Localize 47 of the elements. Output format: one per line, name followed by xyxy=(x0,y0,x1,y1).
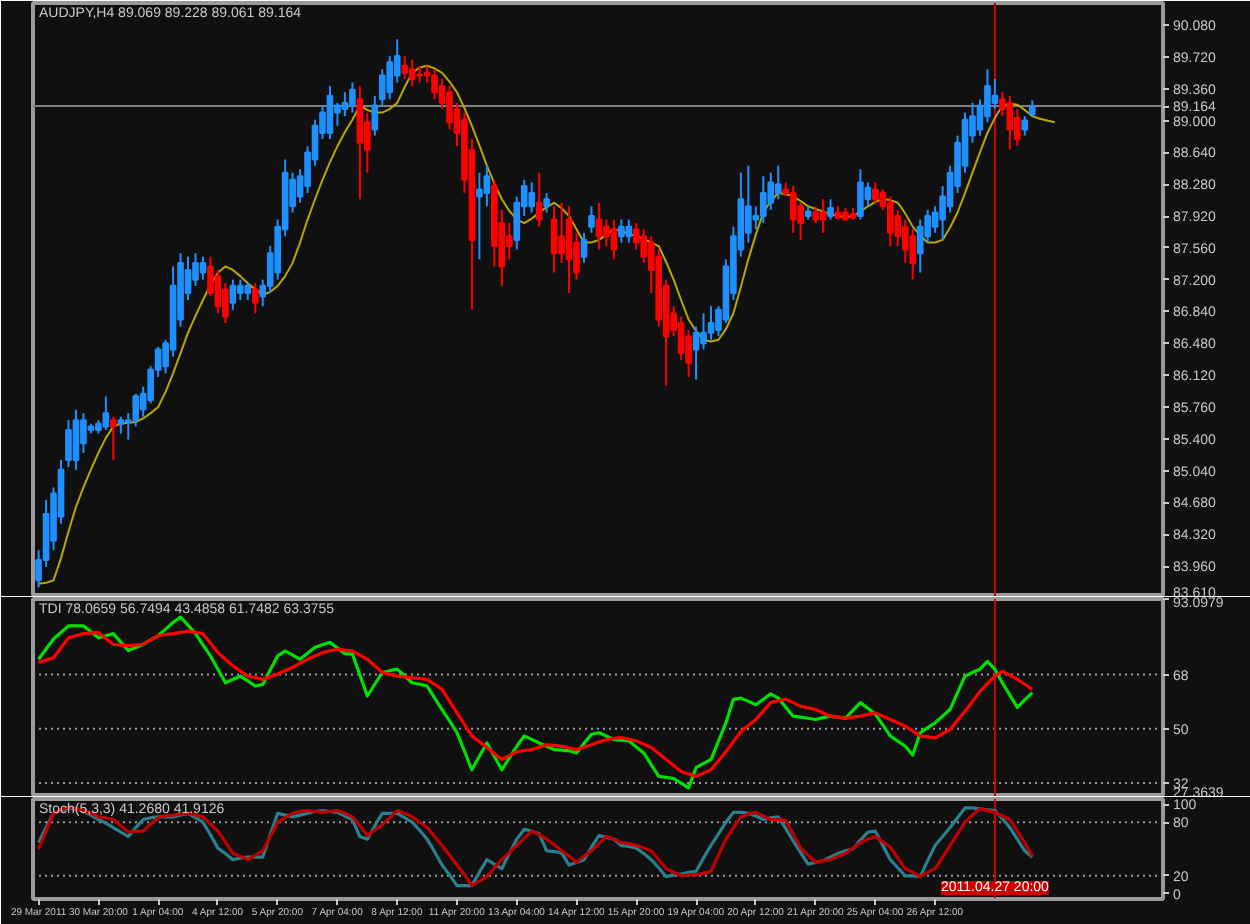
candlestick xyxy=(550,205,558,274)
candlestick xyxy=(610,218,618,261)
candlestick xyxy=(857,168,864,221)
candlestick xyxy=(65,419,72,469)
candlestick xyxy=(819,198,827,234)
candlestick xyxy=(80,412,87,454)
candlestick xyxy=(580,231,588,264)
candlestick xyxy=(1021,115,1029,137)
candlestick xyxy=(991,78,999,111)
candlestick xyxy=(774,164,782,201)
candlestick xyxy=(745,164,752,244)
candlestick xyxy=(483,164,491,208)
candlestick xyxy=(476,171,483,261)
candlestick xyxy=(408,58,416,88)
candlestick xyxy=(789,184,797,234)
candlestick xyxy=(543,192,550,214)
candlestick xyxy=(565,205,573,294)
candlestick xyxy=(588,205,595,234)
candlestick xyxy=(558,201,565,264)
candlestick xyxy=(692,325,700,381)
candlestick xyxy=(110,415,117,461)
candlestick xyxy=(759,175,767,225)
candlestick xyxy=(505,222,513,261)
candlestick xyxy=(1006,94,1014,151)
candlestick xyxy=(909,228,917,281)
candlestick xyxy=(349,81,356,114)
candlestick xyxy=(872,181,879,204)
candlestick xyxy=(326,85,334,141)
candlestick xyxy=(827,198,834,221)
candlestick xyxy=(431,68,438,101)
candlestick xyxy=(214,268,222,315)
candlestick xyxy=(199,255,207,281)
candlestick xyxy=(229,278,237,311)
candlestick xyxy=(700,312,707,351)
candlestick xyxy=(916,218,924,274)
candlestick xyxy=(618,218,625,244)
line-series xyxy=(37,64,1056,585)
candlestick xyxy=(535,171,543,228)
candlestick xyxy=(528,181,536,214)
candlestick xyxy=(251,282,259,315)
candlestick xyxy=(102,395,110,431)
candlestick xyxy=(356,85,364,201)
candlestick xyxy=(237,278,244,301)
candlestick xyxy=(341,91,349,118)
candlestick xyxy=(72,408,80,471)
candlestick xyxy=(886,195,894,248)
candlestick xyxy=(401,55,408,81)
